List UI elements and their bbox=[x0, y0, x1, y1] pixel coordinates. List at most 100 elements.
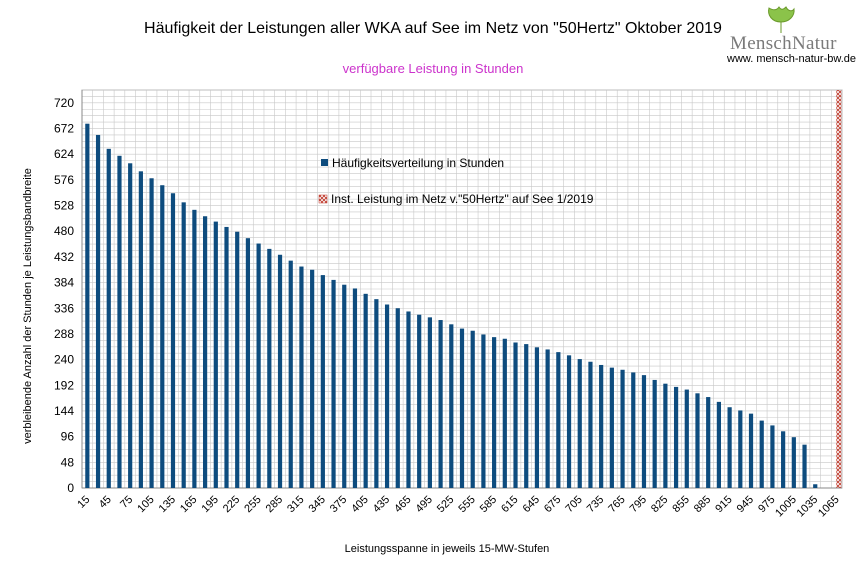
x-tick-label: 585 bbox=[478, 494, 499, 515]
x-tick-label: 435 bbox=[371, 494, 392, 515]
ginkgo-leaf-icon bbox=[768, 6, 795, 33]
bar bbox=[470, 330, 475, 488]
y-tick-label: 0 bbox=[67, 481, 74, 495]
y-tick-label: 288 bbox=[54, 327, 74, 341]
y-tick-label: 528 bbox=[54, 199, 74, 213]
bar bbox=[620, 369, 625, 488]
bar bbox=[706, 397, 711, 488]
x-axis-label: Leistungsspanne in jeweils 15-MW-Stufen bbox=[345, 543, 550, 555]
bar bbox=[224, 226, 229, 489]
bar bbox=[363, 293, 368, 488]
x-tick-label: 345 bbox=[306, 494, 327, 515]
chart-subtitle: verfügbare Leistung in Stunden bbox=[342, 61, 524, 76]
x-tick-label: 1065 bbox=[816, 494, 842, 520]
bar bbox=[374, 299, 379, 488]
bar bbox=[235, 231, 240, 489]
bar bbox=[652, 379, 657, 488]
y-tick-label: 576 bbox=[54, 173, 74, 187]
bar bbox=[192, 209, 197, 489]
x-tick-label: 375 bbox=[328, 494, 349, 515]
bar bbox=[631, 372, 636, 488]
bar bbox=[716, 401, 722, 488]
legend-swatch-bars bbox=[321, 159, 328, 166]
bar bbox=[513, 342, 518, 488]
bar bbox=[245, 238, 251, 488]
bar bbox=[748, 413, 754, 488]
bar bbox=[449, 324, 454, 488]
x-tick-label: 735 bbox=[585, 494, 606, 515]
x-tick-label: 255 bbox=[242, 494, 263, 515]
bar bbox=[128, 163, 133, 488]
x-tick-label: 15 bbox=[75, 494, 92, 511]
bar bbox=[117, 155, 122, 488]
bar bbox=[406, 311, 411, 488]
bar bbox=[331, 279, 336, 488]
y-axis-ticks: 0 48 96 144 192 240 288 336 384 432 480 528 576 624 67… bbox=[54, 96, 74, 495]
bar bbox=[684, 389, 689, 488]
bar bbox=[502, 338, 507, 488]
bar bbox=[352, 288, 358, 488]
brand-logo: MenschNatur www. mensch-natur-bw.de bbox=[716, 6, 856, 66]
bar bbox=[738, 410, 743, 488]
x-tick-label: 675 bbox=[542, 494, 563, 515]
x-tick-label: 75 bbox=[118, 494, 135, 511]
x-tick-label: 705 bbox=[563, 494, 584, 515]
bar bbox=[170, 193, 176, 488]
bar bbox=[213, 221, 218, 488]
y-tick-label: 720 bbox=[54, 96, 74, 110]
bar bbox=[320, 275, 325, 488]
x-axis-ticks: 15 45 75 105 135 165 195 225 255 285 315 345 375 405 4… bbox=[75, 494, 841, 520]
x-tick-label: 405 bbox=[349, 494, 370, 515]
bar bbox=[802, 444, 807, 488]
x-tick-label: 135 bbox=[157, 494, 178, 515]
bar bbox=[277, 254, 283, 488]
x-tick-label: 495 bbox=[414, 494, 435, 515]
bar bbox=[395, 308, 400, 488]
bar bbox=[588, 361, 593, 488]
bar bbox=[566, 355, 572, 488]
bar bbox=[342, 284, 347, 488]
bar bbox=[256, 243, 261, 488]
bar bbox=[384, 304, 390, 488]
bar bbox=[299, 266, 304, 488]
chart-title: Häufigkeit der Leistungen aller WKA auf … bbox=[144, 20, 722, 37]
bar bbox=[534, 347, 540, 488]
bar bbox=[202, 216, 208, 488]
logo-name: MenschNatur bbox=[730, 33, 837, 54]
x-tick-label: 555 bbox=[456, 494, 477, 515]
x-tick-label: 195 bbox=[199, 494, 220, 515]
legend-label-bars: Häufigkeitsverteilung in Stunden bbox=[332, 156, 504, 170]
bar bbox=[791, 437, 796, 488]
bar bbox=[310, 269, 315, 488]
bar bbox=[641, 375, 647, 488]
bar bbox=[759, 420, 764, 488]
bar bbox=[438, 320, 443, 488]
logo-url: www. mensch-natur-bw.de bbox=[727, 53, 856, 65]
bar bbox=[663, 383, 668, 488]
bar bbox=[149, 178, 154, 489]
bar-series bbox=[85, 90, 842, 489]
x-tick-label: 615 bbox=[499, 494, 520, 515]
legend-label-installed: Inst. Leistung im Netz v."50Hertz" auf S… bbox=[331, 192, 594, 206]
bar bbox=[781, 431, 786, 488]
y-tick-label: 624 bbox=[54, 147, 74, 161]
y-tick-label: 240 bbox=[54, 353, 74, 367]
bar bbox=[106, 148, 111, 488]
bar bbox=[599, 364, 604, 488]
y-tick-label: 336 bbox=[54, 301, 74, 315]
bar bbox=[727, 407, 732, 488]
y-tick-label: 672 bbox=[54, 122, 74, 136]
x-tick-label: 45 bbox=[97, 494, 114, 511]
x-tick-label: 225 bbox=[221, 494, 242, 515]
bar bbox=[695, 393, 700, 488]
bar bbox=[492, 337, 497, 488]
x-tick-label: 915 bbox=[713, 494, 734, 515]
x-tick-label: 825 bbox=[649, 494, 670, 515]
y-tick-label: 432 bbox=[54, 250, 74, 264]
x-tick-label: 645 bbox=[521, 494, 542, 515]
x-tick-label: 765 bbox=[606, 494, 627, 515]
y-tick-label: 96 bbox=[61, 430, 75, 444]
x-tick-label: 285 bbox=[264, 494, 285, 515]
bar bbox=[481, 334, 486, 488]
